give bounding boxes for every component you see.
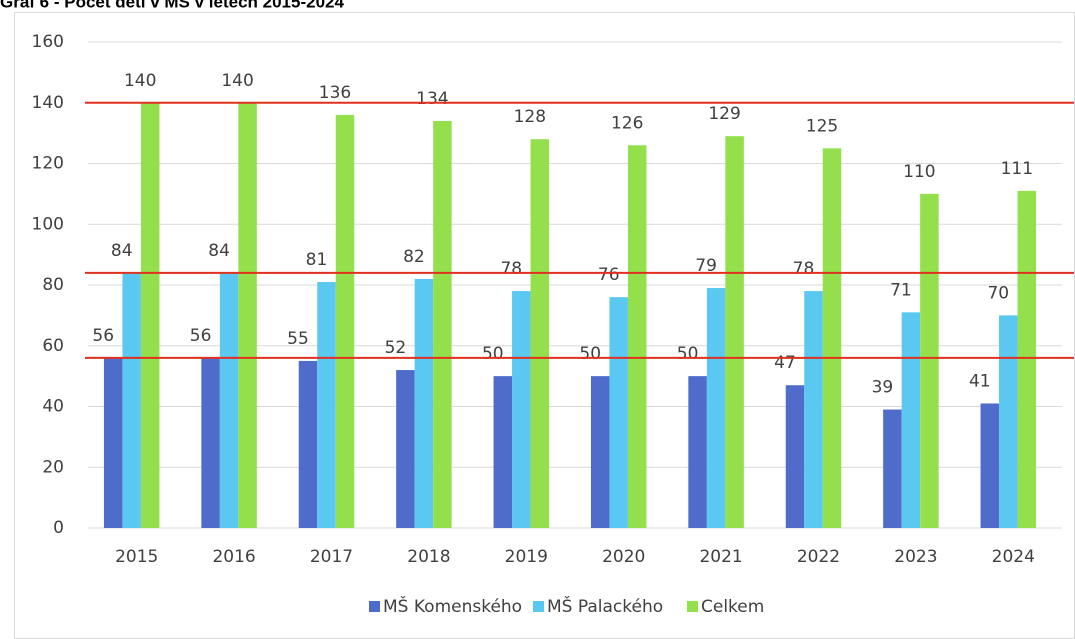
value-label: 79 [695,256,717,276]
value-label: 52 [385,338,407,358]
value-label: 129 [708,104,740,124]
bar [414,278,434,528]
legend-label: MŠ Komenského [383,595,522,617]
bar [706,288,726,528]
bar [122,272,141,528]
x-tick-label: 2018 [407,547,450,567]
value-label: 134 [416,89,448,109]
value-label: 56 [92,326,114,346]
bar [238,102,257,528]
y-tick-label: 120 [32,154,64,174]
chart-title: Graf 6 - Počet dětí v MŠ v letech 2015-2… [0,0,344,11]
x-tick-label: 2016 [212,547,255,567]
value-label: 111 [1001,159,1033,179]
value-label: 50 [677,344,699,364]
bar [298,360,318,528]
x-tick-label: 2021 [699,547,742,567]
bar [1017,190,1037,528]
y-tick-label: 60 [42,336,64,356]
value-label: 126 [611,113,643,133]
bar [512,291,531,528]
x-tick-label: 2020 [602,547,645,567]
x-tick-label: 2015 [115,547,158,567]
bar [901,312,921,528]
y-tick-label: 160 [32,32,64,52]
value-label: 50 [482,344,504,364]
y-tick-label: 80 [42,275,64,295]
x-tick-label: 2019 [505,547,548,567]
value-label: 128 [514,107,546,127]
bar [980,403,1000,528]
value-label: 76 [598,265,620,285]
value-label: 78 [500,259,522,279]
x-tick-label: 2024 [992,547,1035,567]
value-label: 125 [806,116,838,136]
y-tick-label: 0 [53,518,64,538]
value-label: 84 [208,241,230,261]
value-label: 140 [124,71,156,91]
x-tick-label: 2022 [797,547,840,567]
value-label: 110 [903,162,935,182]
bar [688,376,707,528]
bar [822,148,842,528]
value-label: 50 [579,344,601,364]
value-label: 41 [969,371,991,391]
bar [920,193,939,528]
legend-label: Celkem [701,597,764,617]
y-tick-label: 40 [42,397,64,417]
value-label: 136 [319,83,351,103]
bar [103,357,123,528]
legend-swatch [369,601,380,612]
bar [201,357,220,528]
value-label: 71 [890,280,912,300]
value-label: 39 [872,378,894,398]
value-label: 47 [774,353,796,373]
value-label: 56 [190,326,212,346]
bar [804,291,823,528]
y-tick-label: 100 [32,214,64,234]
bar [785,385,805,528]
x-tick-label: 2017 [310,547,353,567]
bar [627,145,647,528]
value-label: 55 [287,329,309,349]
bar [590,376,610,528]
bar [317,281,336,528]
value-label: 82 [403,247,425,267]
value-label: 70 [987,283,1009,303]
bar [530,139,550,528]
value-label: 140 [221,71,253,91]
x-tick-label: 2023 [894,547,937,567]
bar [335,114,355,529]
bar [140,102,160,528]
value-label: 81 [306,250,328,270]
value-label: 84 [111,241,133,261]
legend-swatch [687,601,698,612]
legend-label: MŠ Palackého [547,595,663,617]
bar [433,120,452,528]
bar [609,297,628,528]
y-tick-label: 140 [32,93,64,113]
bar [493,376,513,528]
legend-swatch [533,601,544,612]
y-tick-label: 20 [42,457,64,477]
bar [396,370,415,528]
bar [219,272,239,528]
bar [883,409,902,528]
value-label: 78 [793,259,815,279]
bar [999,315,1018,528]
bar [725,136,744,528]
